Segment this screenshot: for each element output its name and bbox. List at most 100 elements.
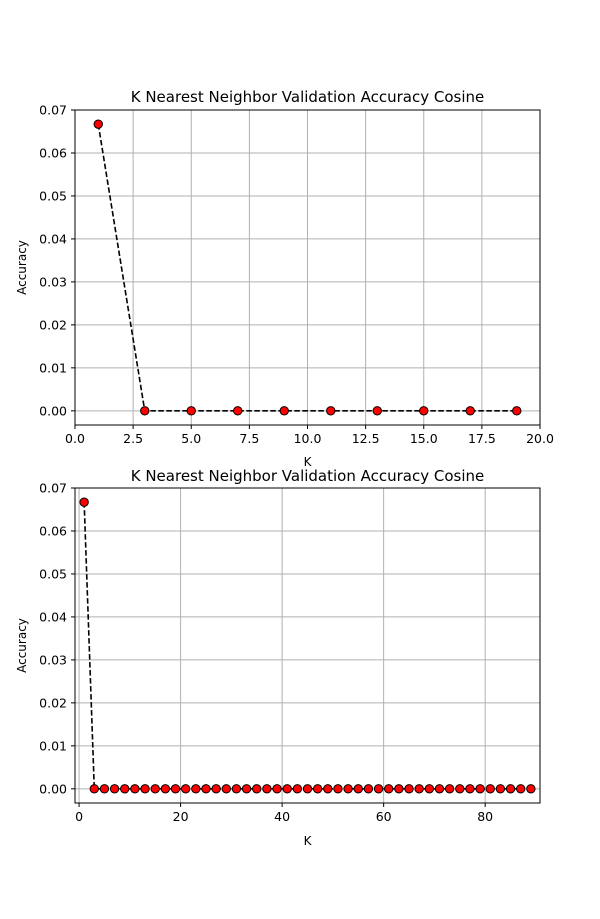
data-point (221, 784, 231, 794)
data-point (79, 497, 89, 507)
x-tick-label: 20 (173, 809, 189, 824)
data-point (99, 784, 110, 794)
data-point (326, 406, 336, 416)
x-axis-label: K (304, 455, 313, 469)
y-tick-label: 0.03 (39, 652, 67, 667)
data-point (444, 784, 455, 794)
data-point (140, 784, 150, 794)
y-tick-label: 0.04 (39, 609, 67, 624)
x-tick-label: 2.5 (123, 431, 143, 446)
data-point (130, 784, 140, 794)
x-tick-label: 7.5 (239, 431, 259, 446)
data-point (465, 406, 475, 416)
x-tick-label: 17.5 (468, 431, 496, 446)
chart-title: K Nearest Neighbor Validation Accuracy C… (131, 88, 485, 106)
data-point (282, 784, 292, 794)
data-point (419, 406, 429, 416)
y-tick-label: 0.01 (39, 360, 67, 375)
data-point (140, 406, 150, 416)
data-point (424, 784, 435, 794)
y-tick-label: 0.03 (39, 274, 67, 289)
data-point (272, 784, 282, 794)
grid (75, 110, 540, 425)
data-point (109, 784, 120, 794)
data-point (495, 784, 506, 794)
x-tick-label: 10.0 (294, 431, 322, 446)
x-tick-label: 0 (75, 809, 83, 824)
x-tick-label: 80 (477, 809, 493, 824)
series (79, 497, 536, 794)
data-point (512, 406, 522, 416)
y-tick-label: 0.06 (39, 523, 67, 538)
data-point (262, 784, 272, 794)
y-tick-label: 0.01 (39, 738, 67, 753)
data-point (455, 784, 465, 794)
data-point (170, 784, 181, 794)
y-tick-label: 0.07 (39, 103, 67, 118)
data-point (414, 784, 424, 794)
data-point (160, 784, 171, 794)
data-point (373, 784, 384, 794)
y-tick-label: 0.02 (39, 695, 67, 710)
series (93, 119, 522, 416)
x-tick-label: 60 (376, 809, 392, 824)
chart-top: K Nearest Neighbor Validation Accuracy C… (15, 88, 554, 469)
data-point (211, 784, 221, 794)
data-point (485, 784, 495, 794)
y-tick-label: 0.00 (39, 781, 67, 796)
data-point (394, 784, 404, 794)
data-point (323, 784, 333, 794)
x-tick-label: 40 (274, 809, 290, 824)
y-axis-label: Accuracy (15, 240, 29, 295)
y-tick-label: 0.06 (39, 145, 67, 160)
chart-bottom: K Nearest Neighbor Validation Accuracy C… (15, 467, 541, 848)
data-point (120, 784, 130, 794)
data-point (201, 784, 211, 794)
data-point (279, 406, 289, 416)
y-tick-label: 0.07 (39, 481, 67, 496)
data-point (475, 784, 485, 794)
data-point (384, 784, 394, 794)
ticks: 0.0 2.5 5.0 7.5 10.0 12.5 15.0 17.5 20.0 0.00 0.01… (39, 103, 554, 447)
x-tick-label: 5.0 (181, 431, 201, 446)
y-axis-label: Accuracy (15, 618, 29, 673)
series-line (97, 124, 517, 412)
plot-frame (74, 487, 541, 804)
y-tick-label: 0.05 (39, 188, 67, 203)
x-tick-label: 12.5 (352, 431, 380, 446)
data-point (434, 784, 445, 794)
x-tick-label: 0.0 (65, 431, 85, 446)
data-point (353, 784, 363, 794)
data-point (252, 784, 262, 794)
data-point (372, 406, 382, 416)
data-point (186, 406, 196, 416)
x-axis-label: K (304, 834, 313, 848)
data-point (302, 784, 313, 794)
data-point (505, 784, 516, 794)
data-point (465, 784, 475, 794)
data-point (333, 784, 343, 794)
data-point (180, 784, 191, 794)
data-point (233, 406, 243, 416)
data-point (363, 784, 374, 794)
data-point (312, 784, 323, 794)
data-point (231, 784, 242, 794)
data-point (526, 784, 536, 794)
y-tick-label: 0.04 (39, 231, 67, 246)
data-point (191, 784, 201, 794)
data-point (241, 784, 252, 794)
data-point (516, 784, 526, 794)
data-point (292, 784, 303, 794)
data-point (89, 784, 99, 794)
data-point (93, 119, 103, 129)
data-point (343, 784, 353, 794)
y-tick-label: 0.00 (39, 403, 67, 418)
data-point (404, 784, 414, 794)
data-point (150, 784, 160, 794)
x-tick-label: 15.0 (410, 431, 438, 446)
chart-title: K Nearest Neighbor Validation Accuracy C… (131, 467, 485, 485)
x-tick-label: 20.0 (526, 431, 554, 446)
y-tick-label: 0.05 (39, 566, 67, 581)
ticks: 0 20 40 60 80 0.00 0.01 0.02 0.03 0.04 0.05 0.06 0.0… (39, 481, 493, 825)
